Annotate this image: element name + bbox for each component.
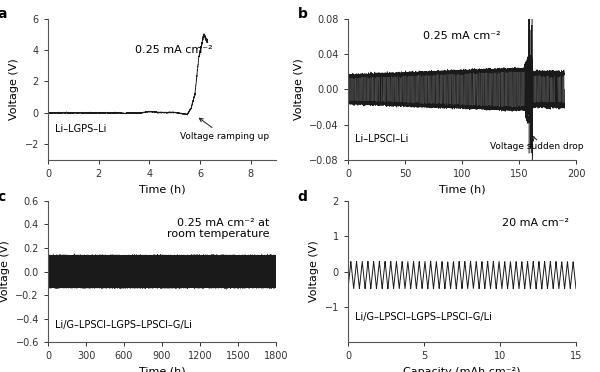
Text: b: b xyxy=(298,7,308,21)
Text: Li/G–LPSCl–LGPS–LPSCl–G/Li: Li/G–LPSCl–LGPS–LPSCl–G/Li xyxy=(355,312,492,322)
Text: 20 mA cm⁻²: 20 mA cm⁻² xyxy=(502,218,569,228)
Text: d: d xyxy=(298,190,308,203)
Text: c: c xyxy=(0,190,6,203)
Y-axis label: Voltage (V): Voltage (V) xyxy=(0,241,10,302)
Text: 0.25 mA cm⁻² at
room temperature: 0.25 mA cm⁻² at room temperature xyxy=(167,218,269,240)
Text: a: a xyxy=(0,7,7,21)
Text: Li/G–LPSCl–LGPS–LPSCl–G/Li: Li/G–LPSCl–LGPS–LPSCl–G/Li xyxy=(55,320,192,330)
Text: Li–LPSCl–Li: Li–LPSCl–Li xyxy=(355,134,408,144)
Y-axis label: Voltage (V): Voltage (V) xyxy=(294,58,304,120)
Text: Voltage sudden drop: Voltage sudden drop xyxy=(491,137,584,151)
X-axis label: Time (h): Time (h) xyxy=(139,367,185,372)
Text: 0.25 mA cm⁻²: 0.25 mA cm⁻² xyxy=(134,45,212,55)
Text: 0.25 mA cm⁻²: 0.25 mA cm⁻² xyxy=(423,31,501,41)
X-axis label: Time (h): Time (h) xyxy=(139,185,185,195)
Text: Voltage ramping up: Voltage ramping up xyxy=(180,118,269,141)
Y-axis label: Voltage (V): Voltage (V) xyxy=(9,58,19,120)
X-axis label: Time (h): Time (h) xyxy=(439,185,485,195)
Text: Li–LGPS–Li: Li–LGPS–Li xyxy=(55,124,106,134)
Y-axis label: Voltage (V): Voltage (V) xyxy=(309,241,319,302)
X-axis label: Capacity (mAh cm⁻²): Capacity (mAh cm⁻²) xyxy=(403,367,521,372)
